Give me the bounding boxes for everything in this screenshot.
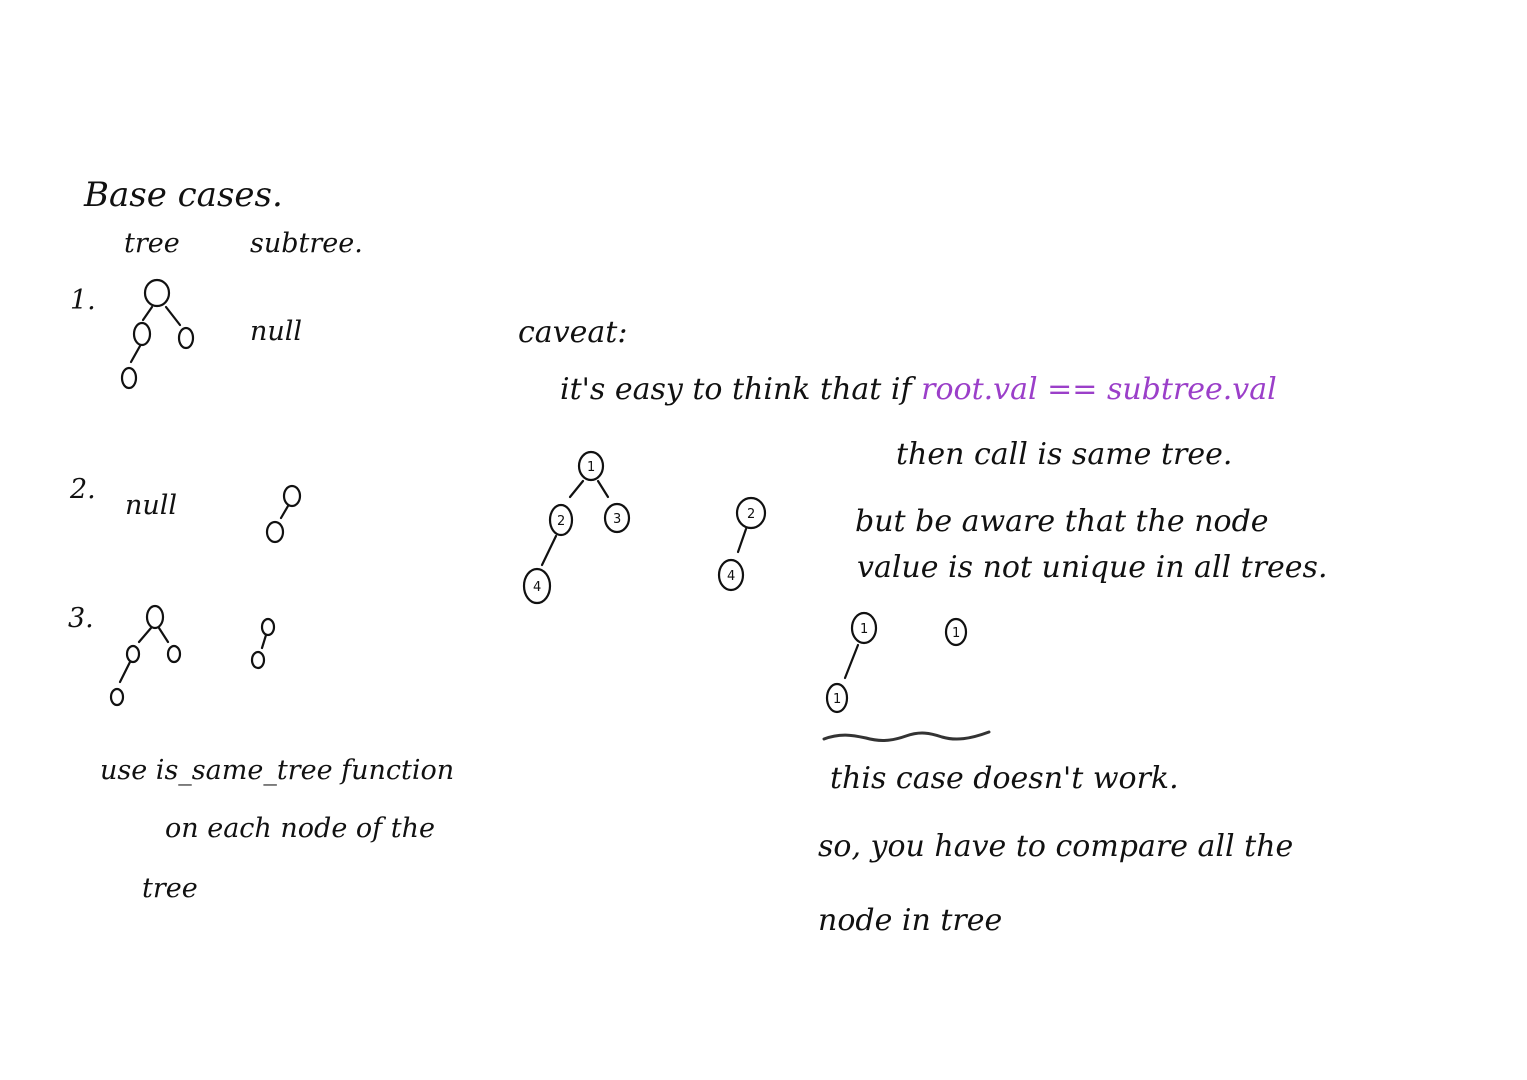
caveat-line: then call is same tree. bbox=[896, 437, 1233, 472]
tree-node bbox=[944, 617, 968, 647]
tree-edge bbox=[164, 305, 182, 327]
case1-tree-diagram bbox=[120, 278, 195, 390]
node-label: 4 bbox=[533, 580, 541, 595]
node-label: 1 bbox=[952, 626, 960, 641]
tree-edge bbox=[736, 527, 748, 554]
tree-node bbox=[145, 604, 165, 630]
node-label: 1 bbox=[860, 622, 868, 637]
caveat-line: value is not unique in all trees. bbox=[857, 550, 1328, 585]
tree-edge bbox=[157, 626, 170, 644]
tree-node bbox=[282, 484, 302, 508]
tree-node bbox=[825, 682, 849, 714]
node-label: 2 bbox=[747, 507, 755, 522]
tree-node bbox=[125, 644, 141, 664]
tree-edge bbox=[279, 504, 290, 520]
tree-edge bbox=[137, 626, 153, 644]
caveat-line: but be aware that the node bbox=[855, 504, 1269, 539]
base-cases-heading: Base cases. bbox=[84, 175, 283, 215]
case-number: 3. bbox=[68, 603, 94, 634]
node-label: 1 bbox=[587, 460, 595, 475]
tree-edge bbox=[141, 305, 154, 322]
tree-edge bbox=[843, 643, 860, 680]
node-label: 3 bbox=[613, 512, 621, 527]
caveat-line: this case doesn't work. bbox=[830, 761, 1179, 796]
note-line: on each node of the bbox=[165, 813, 435, 844]
node-label: 1 bbox=[833, 692, 841, 707]
caveat-text: it's easy to think that if bbox=[560, 372, 912, 407]
tree-node bbox=[143, 278, 171, 308]
caveat-heading: caveat: bbox=[518, 315, 628, 350]
tree-node bbox=[522, 567, 552, 605]
case-number: 2. bbox=[70, 474, 96, 505]
tree-edge bbox=[540, 534, 558, 567]
case2-tree-value: null bbox=[125, 490, 178, 521]
caveat-line: it's easy to think that if root.val == s… bbox=[560, 375, 1277, 405]
wavy-underline bbox=[822, 730, 991, 742]
tree-edge bbox=[568, 479, 585, 499]
tree-node bbox=[120, 366, 138, 390]
tree-node bbox=[177, 326, 195, 350]
column-label-subtree: subtree. bbox=[250, 228, 363, 259]
duplicate-value-example bbox=[825, 611, 968, 714]
tree-node bbox=[109, 687, 125, 707]
caveat-example-subtree bbox=[717, 496, 767, 592]
tree-node bbox=[735, 496, 767, 530]
tree-node bbox=[265, 520, 285, 544]
node-label: 2 bbox=[557, 514, 565, 529]
tree-edge bbox=[129, 344, 142, 364]
caveat-line: node in tree bbox=[818, 903, 1003, 938]
code-expression: root.val == subtree.val bbox=[921, 372, 1277, 407]
tree-edge bbox=[118, 660, 132, 684]
case3-subtree-diagram bbox=[250, 617, 276, 670]
case-number: 1. bbox=[70, 285, 96, 316]
tree-node bbox=[132, 321, 152, 347]
case1-subtree-value: null bbox=[250, 316, 303, 347]
tree-node bbox=[850, 611, 878, 645]
tree-node bbox=[577, 450, 605, 482]
tree-node bbox=[166, 644, 182, 664]
node-label: 4 bbox=[727, 569, 735, 584]
tree-node bbox=[603, 502, 631, 534]
tree-edge bbox=[596, 479, 610, 499]
caveat-example-tree bbox=[522, 450, 631, 605]
case3-tree-diagram bbox=[109, 604, 182, 707]
column-label-tree: tree bbox=[124, 228, 180, 259]
tree-node bbox=[250, 650, 266, 670]
note-line: use is_same_tree function bbox=[100, 755, 455, 786]
tree-node bbox=[548, 503, 574, 537]
case2-subtree-diagram bbox=[265, 484, 302, 544]
caveat-line: so, you have to compare all the bbox=[818, 829, 1294, 864]
tree-node bbox=[717, 558, 745, 592]
tree-edge bbox=[260, 633, 268, 650]
note-line: tree bbox=[142, 873, 198, 904]
tree-node bbox=[260, 617, 276, 637]
